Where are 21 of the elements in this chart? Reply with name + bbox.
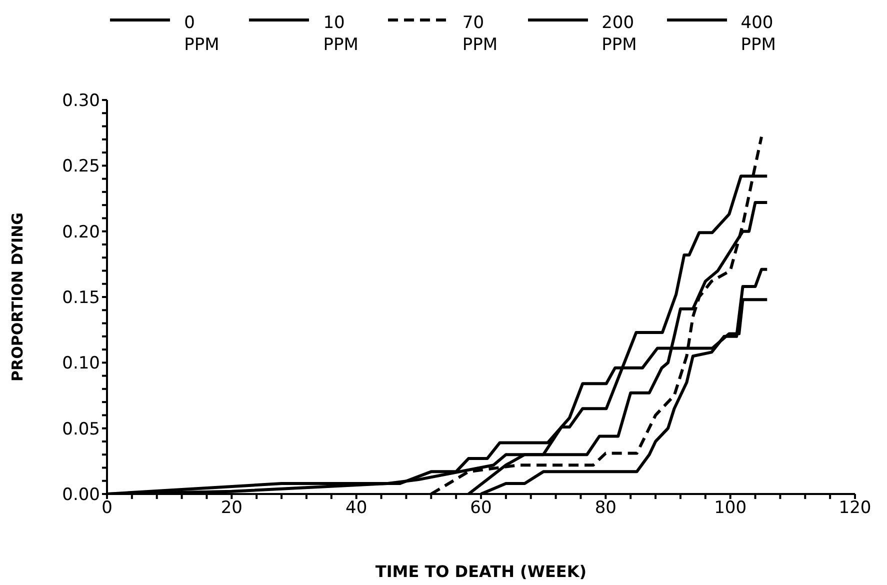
y-tick-label: 0.30 bbox=[62, 91, 100, 112]
x-tick-label: 120 bbox=[838, 498, 872, 518]
y-tick-label: 0.15 bbox=[62, 288, 100, 308]
y-tick-label: 0.05 bbox=[62, 419, 100, 440]
y-axis-title: PROPORTION DYING bbox=[8, 212, 26, 382]
x-tick-label: 60 bbox=[470, 498, 492, 518]
x-tick-label: 20 bbox=[220, 498, 242, 518]
y-tick-label: 0.20 bbox=[62, 222, 100, 242]
x-tick-label: 0 bbox=[102, 498, 112, 518]
y-tick-label: 0.25 bbox=[62, 156, 100, 177]
x-tick-label: 40 bbox=[346, 498, 368, 518]
legend-label: 200 PPM bbox=[602, 12, 637, 56]
legend-label: 70 PPM bbox=[462, 12, 498, 56]
x-tick-label: 100 bbox=[714, 498, 747, 518]
y-tick-label: 0.00 bbox=[62, 485, 100, 506]
legend-label: 0 PPM bbox=[184, 12, 220, 56]
y-tick-label: 0.10 bbox=[62, 354, 100, 374]
legend-label: 400 PPM bbox=[740, 12, 776, 56]
x-axis-title: TIME TO DEATH (WEEK) bbox=[375, 562, 587, 581]
legend-label: 10 PPM bbox=[323, 12, 358, 56]
x-tick-label: 80 bbox=[594, 498, 616, 518]
